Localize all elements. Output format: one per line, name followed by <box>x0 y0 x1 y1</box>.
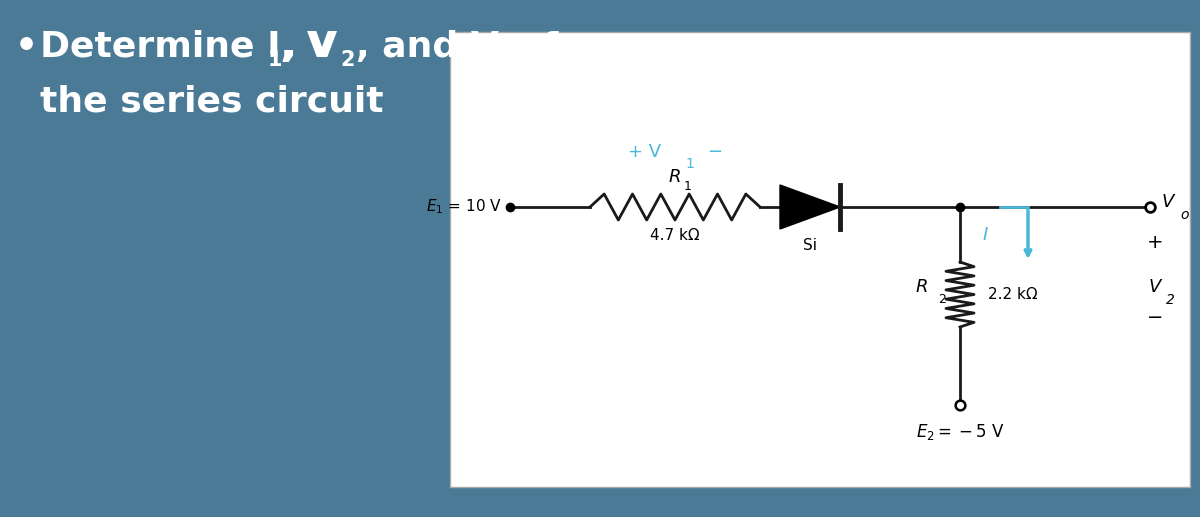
Text: 2.2 kΩ: 2.2 kΩ <box>988 287 1038 302</box>
Text: + V: + V <box>629 143 661 161</box>
Text: I: I <box>983 226 988 244</box>
Text: +: + <box>1147 233 1163 251</box>
Text: , and V: , and V <box>356 30 499 64</box>
Text: R: R <box>668 168 682 186</box>
Text: o: o <box>514 50 527 70</box>
Text: $E_2 = -5$ V: $E_2 = -5$ V <box>916 422 1004 442</box>
Text: −: − <box>1147 308 1163 327</box>
Text: o: o <box>1180 208 1188 222</box>
Text: Si: Si <box>803 237 817 252</box>
Text: 2: 2 <box>340 50 354 70</box>
Text: •: • <box>14 30 38 64</box>
Text: , V: , V <box>283 30 337 64</box>
Text: $E_1$ = 10 V: $E_1$ = 10 V <box>426 197 502 216</box>
Text: Determine I, V: Determine I, V <box>40 30 335 64</box>
Text: V: V <box>1148 278 1162 296</box>
Text: 4.7 kΩ: 4.7 kΩ <box>650 227 700 242</box>
Text: 1: 1 <box>685 157 695 171</box>
Text: 1: 1 <box>684 180 692 193</box>
Polygon shape <box>780 185 840 229</box>
Text: 2: 2 <box>1165 293 1175 307</box>
Text: R: R <box>916 278 928 296</box>
Text: for: for <box>530 30 601 64</box>
Text: V: V <box>1162 193 1175 211</box>
Text: 2: 2 <box>938 293 946 306</box>
Bar <box>450 32 1190 487</box>
Text: 1: 1 <box>268 50 282 70</box>
Text: the series circuit: the series circuit <box>40 85 384 119</box>
Text: −: − <box>708 143 722 161</box>
